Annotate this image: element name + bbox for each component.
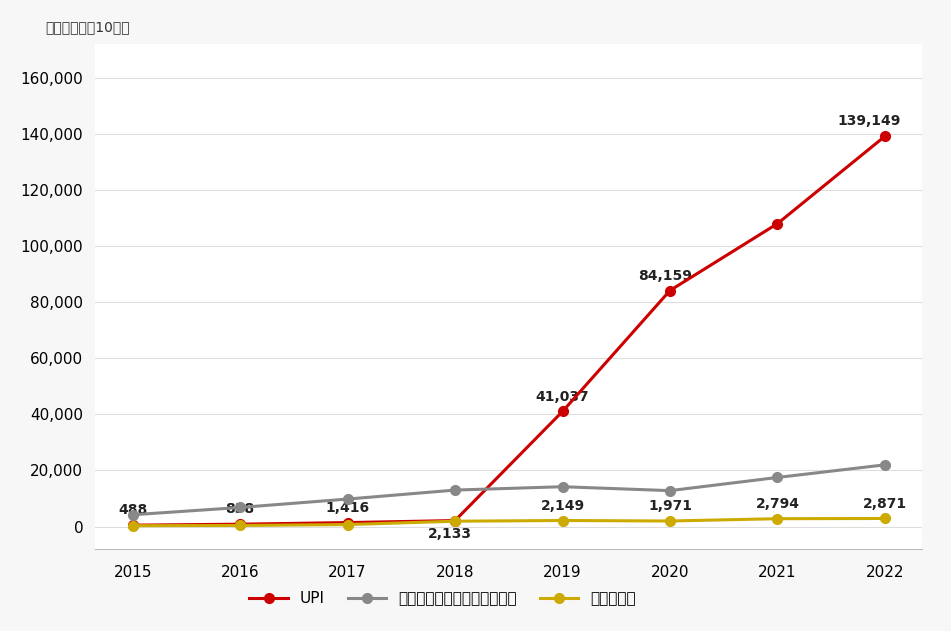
Text: 41,037: 41,037	[535, 389, 590, 404]
Legend: UPI, デビット・クレジットカード, プリペイド: UPI, デビット・クレジットカード, プリペイド	[243, 585, 642, 612]
Text: 支払い回数（10億）: 支払い回数（10億）	[46, 20, 130, 34]
Text: 2,794: 2,794	[755, 497, 800, 511]
Text: 488: 488	[118, 504, 147, 517]
Text: 2,133: 2,133	[428, 527, 472, 541]
Text: 84,159: 84,159	[638, 269, 691, 283]
Text: 2,871: 2,871	[863, 497, 907, 510]
Text: 838: 838	[225, 502, 255, 516]
Text: 139,149: 139,149	[837, 114, 901, 129]
Text: 1,416: 1,416	[325, 501, 370, 515]
Text: 1,971: 1,971	[648, 499, 692, 513]
Text: 2,149: 2,149	[540, 498, 585, 512]
